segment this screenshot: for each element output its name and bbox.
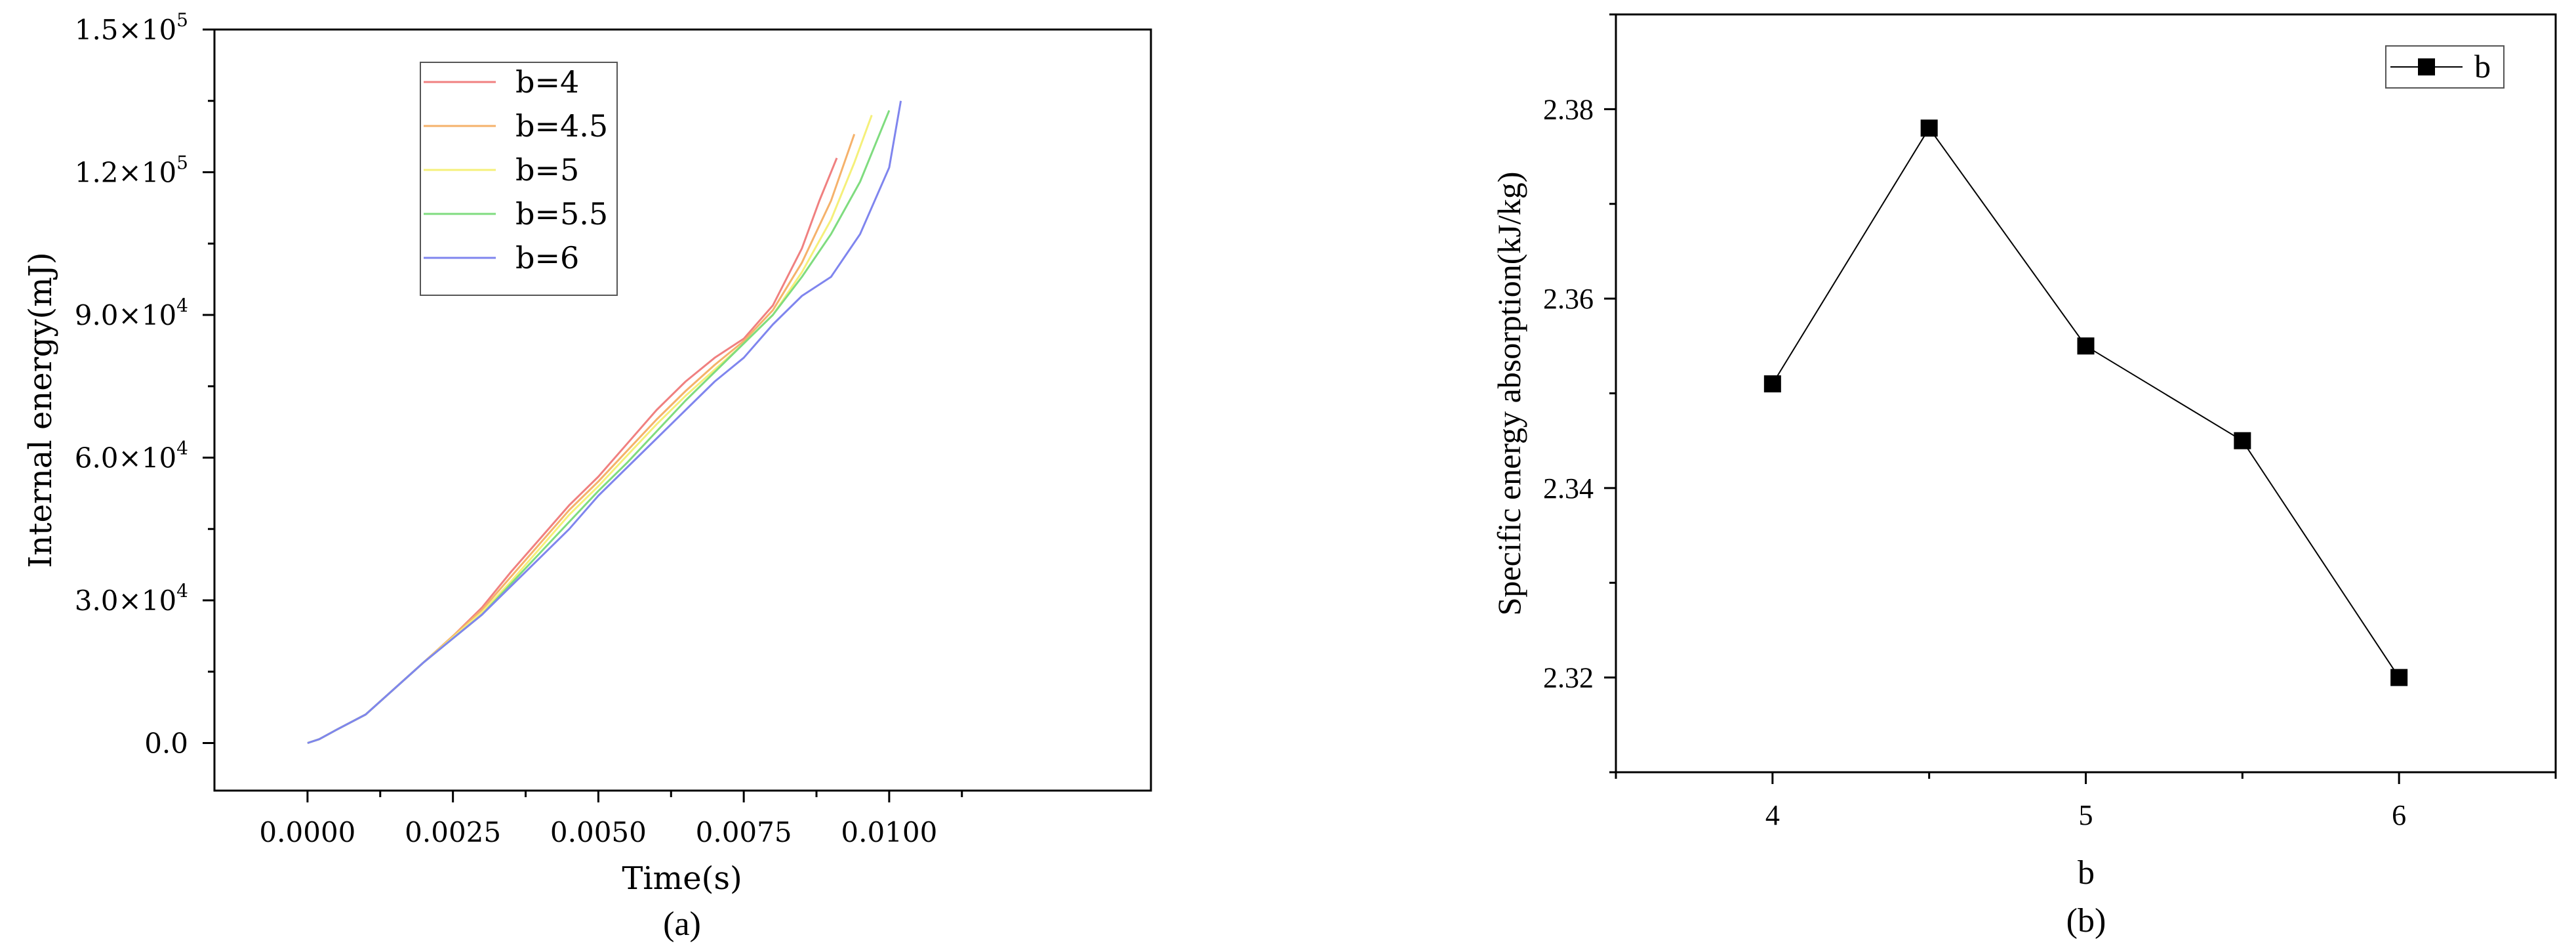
y-tick-label: 2.36 <box>1543 283 1594 315</box>
axis-ticks <box>1604 13 2557 784</box>
legend-label: b=5.5 <box>515 196 608 232</box>
y-tick-label: 9.0×104 <box>75 295 188 331</box>
legend-label: b=4.5 <box>515 108 608 144</box>
x-tick-label: 4 <box>1765 799 1780 831</box>
y-axis-label: Specific energy absorption(kJ/kg) <box>1491 172 1527 616</box>
y-tick-label: 2.32 <box>1543 662 1594 694</box>
y-tick-label: 2.34 <box>1543 472 1594 505</box>
x-tick-label: 0.0025 <box>405 816 501 848</box>
data-point <box>2390 669 2408 686</box>
data-point <box>2077 337 2095 355</box>
legend-label: b=6 <box>515 240 579 276</box>
y-tick-label: 1.5×105 <box>75 9 188 46</box>
legend-label: b=4 <box>515 64 579 100</box>
x-axis-label: b <box>2078 854 2095 892</box>
panel-label: (a) <box>663 905 701 943</box>
x-tick-label: 0.0075 <box>696 816 792 848</box>
y-tick-label: 6.0×104 <box>75 438 188 474</box>
chart-b: 4 5 6 2.32 2.34 2.36 2.38 b b Specific energy … <box>1491 13 2557 940</box>
axis-ticks <box>203 28 963 802</box>
x-tick-label: 5 <box>2079 799 2093 831</box>
series-line <box>1771 127 2400 678</box>
series-lines <box>307 100 902 744</box>
plot-frame <box>213 28 1152 792</box>
plot-frame <box>1615 13 2557 774</box>
y-tick-label: 2.38 <box>1543 93 1594 125</box>
legend-label: b <box>2474 48 2491 85</box>
chart-a: 0.0000 0.0025 0.0050 0.0075 0.0100 0.0 3.0×104… <box>22 9 1152 943</box>
legend: b=4 b=4.5 b=5 b=5.5 b=6 <box>420 62 618 296</box>
data-point <box>2234 432 2251 449</box>
series-lines <box>1763 119 2408 686</box>
legend-label: b=5 <box>515 152 579 188</box>
y-tick-label: 1.2×105 <box>75 152 188 189</box>
y-tick-label: 0.0 <box>144 728 188 760</box>
x-axis-label: Time(s) <box>622 860 742 897</box>
series-line <box>307 100 902 744</box>
tick-labels: 0.0000 0.0025 0.0050 0.0075 0.0100 0.0 3.0×104… <box>75 9 938 848</box>
x-tick-label: 6 <box>2392 799 2406 831</box>
legend-box <box>420 62 618 296</box>
x-tick-label: 0.0100 <box>841 816 937 848</box>
data-point <box>1763 375 1781 393</box>
x-tick-label: 0.0000 <box>259 816 355 848</box>
y-axis-label: Internal energy(mJ) <box>22 252 59 568</box>
panel-label: (b) <box>2066 902 2106 940</box>
x-tick-label: 0.0050 <box>550 816 647 848</box>
data-point <box>1920 119 1938 137</box>
legend: b <box>2385 45 2505 89</box>
tick-labels: 4 5 6 2.32 2.34 2.36 2.38 <box>1543 93 2406 831</box>
legend-marker <box>2418 58 2435 75</box>
y-tick-label: 3.0×104 <box>75 580 188 617</box>
